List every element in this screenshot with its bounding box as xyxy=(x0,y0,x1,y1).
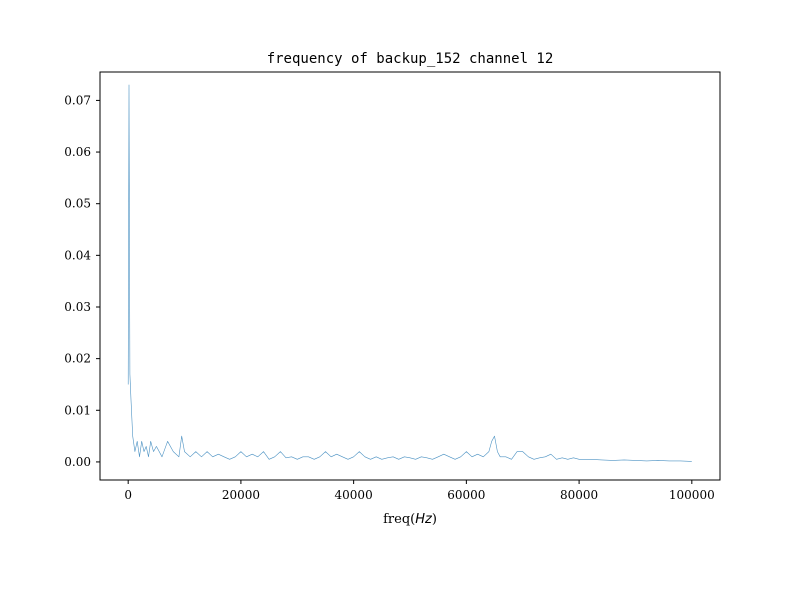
x-axis-label-close-paren: ) xyxy=(432,512,437,527)
x-axis-label: freq(Hz) xyxy=(383,512,437,527)
series-line-0 xyxy=(127,84,692,462)
y-tick-label: 0.04 xyxy=(64,248,91,262)
y-tick-label: 0.07 xyxy=(64,93,91,107)
x-axis-label-text: freq xyxy=(383,512,410,527)
x-axis: 0 20000 40000 60000 80000 100000 xyxy=(124,480,715,502)
x-tick-label: 20000 xyxy=(222,488,260,502)
y-tick-label: 0.02 xyxy=(64,352,91,366)
y-tick-label: 0.06 xyxy=(64,145,91,159)
y-tick-label: 0.03 xyxy=(64,300,91,314)
x-axis-label-math: Hz xyxy=(415,512,433,527)
x-tick-label: 40000 xyxy=(335,488,373,502)
x-axis-label-open-paren: ( xyxy=(410,512,415,527)
y-tick-label: 0.05 xyxy=(64,197,91,211)
x-tick-label: 60000 xyxy=(447,488,485,502)
axes-frame xyxy=(99,71,721,481)
x-tick-label: 80000 xyxy=(560,488,598,502)
y-axis: 0.00 0.01 0.02 0.03 0.04 0.05 0.06 0.07 xyxy=(64,93,100,469)
chart-title: frequency of backup_152 channel 12 xyxy=(267,51,554,67)
x-tick-label: 0 xyxy=(124,488,132,502)
y-tick-label: 0.01 xyxy=(64,403,91,417)
plot-area xyxy=(99,71,721,481)
y-tick-label: 0.00 xyxy=(64,455,91,469)
x-tick-label: 100000 xyxy=(669,488,715,502)
